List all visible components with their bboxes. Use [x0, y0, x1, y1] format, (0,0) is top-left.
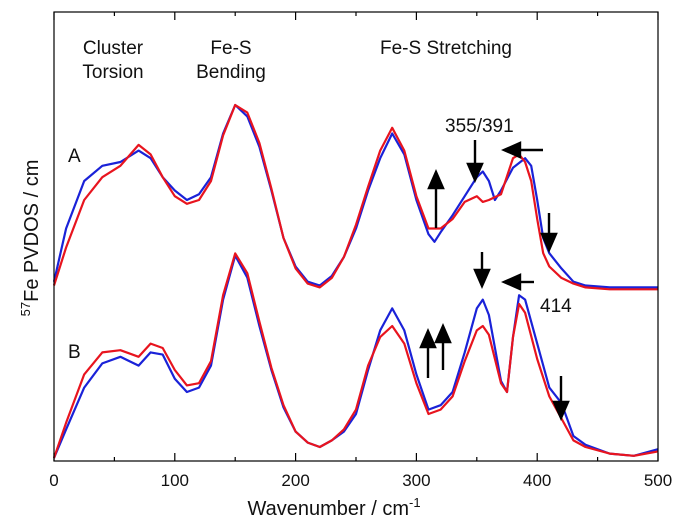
region-label-stretching: Fe-S Stretching: [380, 38, 512, 59]
region-label-fe-s: Fe-S: [210, 38, 251, 59]
arrow-left-icon: [501, 273, 534, 291]
region-label-torsion: Torsion: [82, 62, 143, 83]
plot-lines: [52, 103, 659, 459]
series-line-b-blue: [52, 254, 659, 459]
plot-frame: [53, 11, 659, 462]
region-label-cluster: Cluster: [83, 38, 144, 59]
y-axis-title: 57Fe PVDOS / cm: [18, 160, 43, 317]
tick-marks: [53, 12, 659, 461]
x-tick-label: 0: [49, 471, 58, 490]
peak-label-414: 414: [540, 296, 572, 317]
arrow-down-icon: [466, 140, 484, 183]
x-tick-label: 200: [281, 471, 309, 490]
arrow-down-icon: [473, 252, 491, 289]
arrow-down-icon: [552, 376, 570, 421]
x-tick-label: 500: [644, 471, 672, 490]
peak-label-355-391: 355/391: [445, 116, 514, 137]
region-label-bending: Bending: [196, 62, 266, 83]
x-axis-title: Wavenumber / cm-1: [247, 495, 420, 520]
series-line-b-red: [52, 252, 659, 459]
arrow-up-icon: [427, 169, 445, 228]
x-tick-label: 400: [523, 471, 551, 490]
arrow-up-icon: [419, 328, 437, 378]
arrow-up-icon: [434, 323, 452, 370]
tick-labels: 0 100 200 300 400 500: [49, 471, 672, 490]
trace-label-a: A: [68, 146, 81, 167]
annotation-arrows: [419, 140, 570, 421]
x-tick-label: 100: [161, 471, 189, 490]
series-line-a-red: [52, 103, 658, 291]
trace-label-b: B: [68, 342, 81, 363]
arrow-down-icon: [540, 213, 558, 253]
series-line-a-blue: [52, 103, 658, 289]
x-tick-label: 300: [402, 471, 430, 490]
arrow-left-icon: [501, 141, 543, 159]
